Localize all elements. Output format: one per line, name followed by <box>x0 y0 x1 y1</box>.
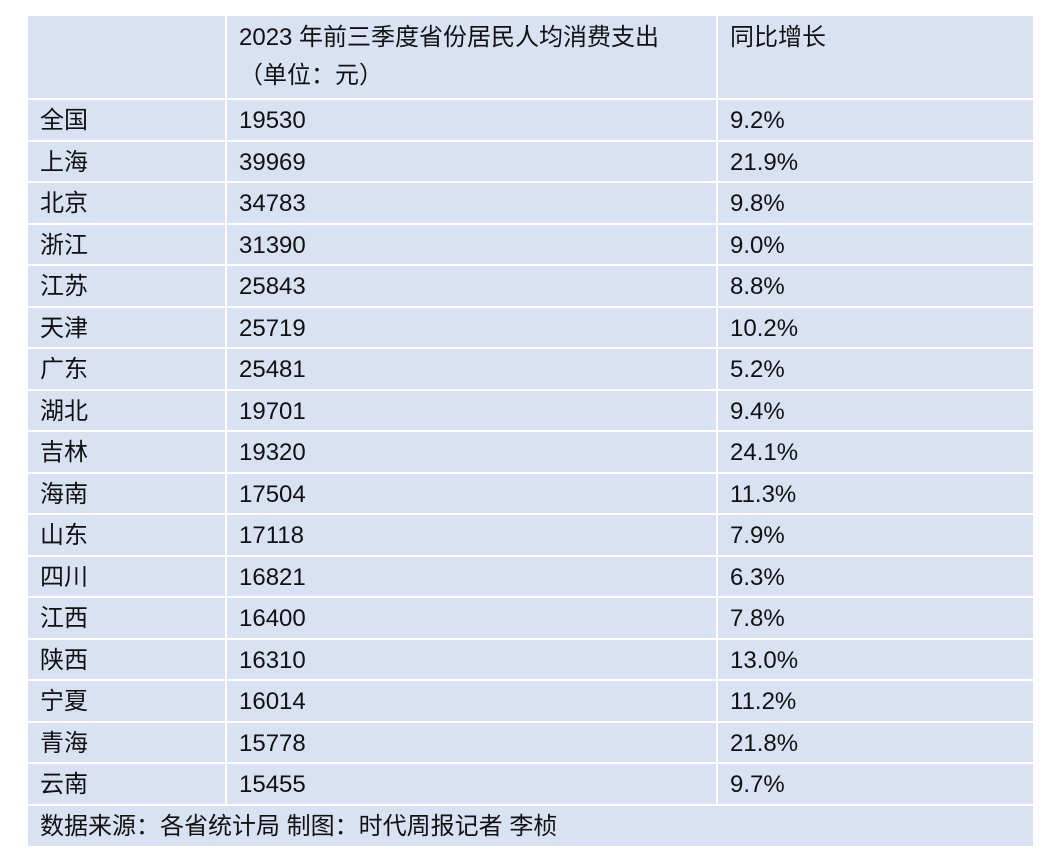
table-cell: 江西 <box>28 598 227 640</box>
table-cell: 全国 <box>28 100 227 142</box>
table-cell: 39969 <box>227 141 718 183</box>
table-cell: 16400 <box>227 598 718 640</box>
table-cell: 6.3% <box>718 557 1033 598</box>
table-cell: 19701 <box>227 390 718 432</box>
table-cell: 16821 <box>227 556 718 598</box>
table-cell: 9.8% <box>718 183 1033 225</box>
table-cell: 北京 <box>28 183 227 225</box>
table-cell: 青海 <box>28 722 227 764</box>
table-cell: 15455 <box>227 764 718 806</box>
table-cell: 海南 <box>28 473 227 515</box>
table-cell: 25719 <box>227 307 718 349</box>
table-cell: 21.9% <box>718 142 1033 183</box>
table-cell: 宁夏 <box>28 681 227 723</box>
table-cell: 7.8% <box>718 598 1033 640</box>
table-cell: 广东 <box>28 349 227 391</box>
table-cell: 25481 <box>227 349 718 391</box>
header-cell <box>28 16 227 100</box>
table-cell: 19320 <box>227 432 718 474</box>
table-cell: 17118 <box>227 515 718 557</box>
table-cell: 11.2% <box>718 681 1033 723</box>
table-cell: 9.7% <box>718 764 1033 806</box>
data-table: 2023 年前三季度省份居民人均消费支出（单位：元） 同比增长 全国 19530 9… <box>28 16 1033 866</box>
table-cell: 11.3% <box>718 474 1033 515</box>
table-cell: 21.8% <box>718 723 1033 764</box>
header-cell: 同比增长 <box>718 16 1033 100</box>
table-cell: 云南 <box>28 764 227 806</box>
table-cell: 16310 <box>227 639 718 681</box>
table-cell: 四川 <box>28 556 227 598</box>
table-cell: 吉林 <box>28 432 227 474</box>
table-cell: 13.0% <box>718 640 1033 681</box>
table-cell: 5.2% <box>718 349 1033 391</box>
table-cell: 湖北 <box>28 390 227 432</box>
table-cell: 17504 <box>227 473 718 515</box>
page: {"table": { "header": ["2023 年前三季度省份居民人均… <box>28 16 1033 846</box>
table-cell: 31390 <box>227 224 718 266</box>
table-cell: 天津 <box>28 307 227 349</box>
table-cell: 7.9% <box>718 515 1033 557</box>
table-cell: 9.2% <box>718 100 1033 142</box>
table-cell: 9.4% <box>718 391 1033 432</box>
table-cell: 19530 <box>227 100 718 142</box>
table-cell: 16014 <box>227 681 718 723</box>
table-cell: 34783 <box>227 183 718 225</box>
header-cell: 2023 年前三季度省份居民人均消费支出（单位：元） <box>227 16 718 100</box>
table-cell: 15778 <box>227 722 718 764</box>
table-cell: 10.2% <box>718 308 1033 349</box>
table-cell: 山东 <box>28 515 227 557</box>
table-cell: 浙江 <box>28 224 227 266</box>
table-cell: 9.0% <box>718 225 1033 266</box>
table-cell: 24.1% <box>718 432 1033 474</box>
table-cell: 25843 <box>227 266 718 308</box>
table-cell: 陕西 <box>28 639 227 681</box>
table-cell: 江苏 <box>28 266 227 308</box>
table-cell: 8.8% <box>718 266 1033 308</box>
table-cell: 上海 <box>28 141 227 183</box>
footer-note: 数据来源：各省统计局 制图：时代周报记者 李桢 <box>28 806 1033 866</box>
